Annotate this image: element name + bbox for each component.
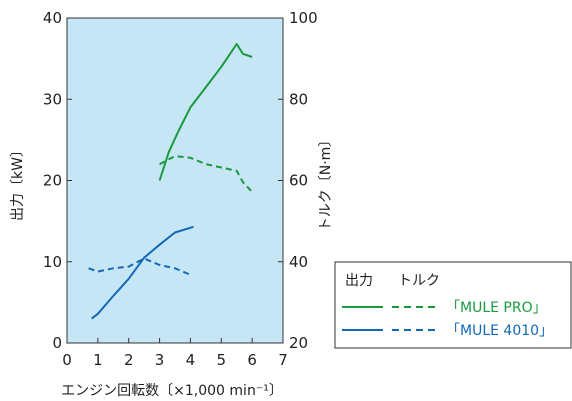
y-left-tick-label: 20 bbox=[43, 172, 62, 190]
series-line-3 bbox=[88, 257, 191, 276]
x-tick-label: 4 bbox=[186, 351, 196, 369]
y-left-tick-label: 0 bbox=[52, 334, 62, 352]
legend-entry-label: 「MULE 4010」 bbox=[446, 323, 553, 339]
x-tick-label: 2 bbox=[124, 351, 134, 369]
y-axis-left-label: 出力〔kW〕 bbox=[10, 143, 26, 221]
y-left-tick-label: 30 bbox=[43, 90, 62, 108]
y-right-tick-label: 60 bbox=[289, 172, 308, 190]
x-tick-label: 6 bbox=[247, 351, 257, 369]
x-tick-label: 5 bbox=[217, 351, 227, 369]
series-line-0 bbox=[158, 43, 253, 181]
plot-background bbox=[66, 17, 284, 344]
y-right-tick-label: 20 bbox=[289, 334, 308, 352]
legend-box bbox=[334, 261, 572, 349]
y-left-tick-label: 40 bbox=[43, 9, 62, 27]
x-tick-label: 7 bbox=[278, 351, 288, 369]
series-line-2 bbox=[91, 225, 194, 320]
series-layer bbox=[88, 43, 253, 320]
y-left-tick-label: 10 bbox=[43, 253, 62, 271]
series-line-1 bbox=[159, 155, 253, 193]
y-right-tick-label: 100 bbox=[289, 9, 318, 27]
y-right-tick-label: 40 bbox=[289, 253, 308, 271]
x-axis-label: エンジン回転数〔×1,000 min⁻¹〕 bbox=[61, 383, 283, 399]
legend-rows: 「MULE PRO」「MULE 4010」 bbox=[342, 300, 553, 339]
legend-header-torque: トルク bbox=[398, 273, 440, 289]
legend-header-output: 出力 bbox=[345, 273, 373, 289]
x-tick-label: 1 bbox=[93, 351, 103, 369]
y-right-tick-label: 80 bbox=[289, 90, 308, 108]
legend-entry-label: 「MULE PRO」 bbox=[446, 300, 547, 316]
y-axis-right-label: トルク〔N·m〕 bbox=[318, 133, 334, 232]
x-tick-label: 3 bbox=[155, 351, 165, 369]
legend: 出力 トルク 「MULE PRO」「MULE 4010」 bbox=[334, 261, 572, 349]
x-tick-label: 0 bbox=[62, 351, 72, 369]
axes-layer: 0 1 2 3 4 5 6 7 0 10 20 30 40 20 40 60 80 100 bbox=[43, 9, 318, 369]
